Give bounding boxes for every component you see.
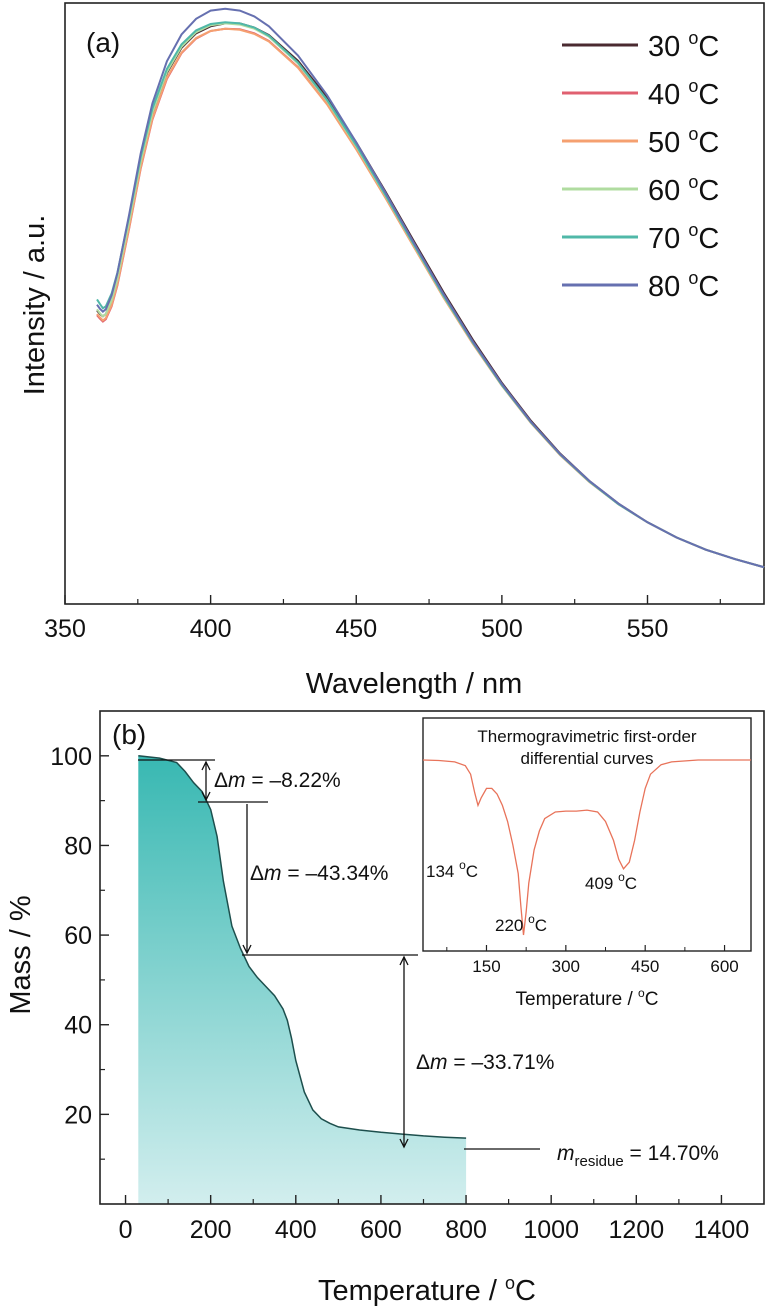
chart-b-x-axis-title: Temperature / oC xyxy=(318,1273,536,1307)
chart-b: 0 200 400 600 800 1000 1200 1400 20 40 60 80 100 (b… xyxy=(5,710,765,1307)
chart-b-arrows xyxy=(201,760,409,1149)
legend-label-3: 50 oC xyxy=(648,124,719,159)
b-x-tick-label-1000: 1000 xyxy=(523,1216,579,1244)
inset-dtg-curve xyxy=(422,759,751,936)
chart-b-x-ticks: 0 200 400 600 800 1000 1200 1400 xyxy=(119,1195,750,1244)
dtg-inset: Thermogravimetric first-order differenti… xyxy=(422,717,752,1010)
chart-b-area xyxy=(138,755,467,1204)
chart-b-panel-label: (b) xyxy=(112,719,146,750)
delta-m-step3-label: Δm = –33.71% xyxy=(416,1051,554,1074)
chart-a-x-axis-title: Wavelength / nm xyxy=(306,668,523,700)
inset-x-tick-label-150: 150 xyxy=(472,957,500,976)
delta-m-step1-label: Δm = –8.22% xyxy=(214,769,341,792)
arrow-step3-head xyxy=(399,1138,409,1149)
inset-peak-label-2: 220 oC xyxy=(495,912,547,935)
chart-b-step-guides xyxy=(138,759,540,1150)
b-y-tick-label-40: 40 xyxy=(64,1012,92,1040)
b-x-tick-label-1200: 1200 xyxy=(608,1216,664,1244)
chart-b-y-axis-title: Mass / % xyxy=(5,895,37,1014)
x-tick-label-450: 450 xyxy=(335,615,377,643)
arrow-step1-head xyxy=(201,791,211,802)
b-x-tick-label-200: 200 xyxy=(190,1216,232,1244)
delta-m-step2-label: Δm = –43.34% xyxy=(250,862,388,885)
inset-title-line-1: Thermogravimetric first-order xyxy=(477,727,696,746)
chart-b-line xyxy=(138,755,467,1139)
b-x-tick-label-400: 400 xyxy=(275,1216,317,1244)
chart-a-x-ticks: 350 400 450 500 550 xyxy=(44,595,721,643)
b-y-tick-label-100: 100 xyxy=(50,743,92,771)
chart-a-y-axis-title: Intensity / a.u. xyxy=(19,215,51,396)
x-tick-label-350: 350 xyxy=(44,615,86,643)
b-y-tick-label-20: 20 xyxy=(64,1101,92,1129)
inset-x-tick-label-450: 450 xyxy=(631,957,659,976)
arrow-step2-head xyxy=(242,944,252,955)
b-y-tick-label-80: 80 xyxy=(64,832,92,860)
x-tick-label-500: 500 xyxy=(481,615,523,643)
series-line-6 xyxy=(96,7,765,569)
inset-peak-labels: 134 oC 220 oC 409 oC xyxy=(426,858,637,935)
inset-peak-label-1: 134 oC xyxy=(426,858,478,881)
chart-b-y-ticks: 20 40 60 80 100 xyxy=(50,743,109,1160)
inset-x-tick-label-600: 600 xyxy=(710,957,738,976)
chart-b-frame xyxy=(99,710,765,1205)
b-x-tick-label-0: 0 xyxy=(119,1216,133,1244)
inset-x-tick-label-300: 300 xyxy=(552,957,580,976)
b-x-tick-label-600: 600 xyxy=(360,1216,402,1244)
legend-label-5: 70 oC xyxy=(648,220,719,255)
chart-a-series-group xyxy=(96,7,765,569)
legend-label-1: 30 oC xyxy=(648,28,719,63)
chart-a: 350 400 450 500 550 30 oC 40 oC 50 oC 60 oC 70 o… xyxy=(19,2,765,700)
chart-a-legend: 30 oC 40 oC 50 oC 60 oC 70 oC 80 oC xyxy=(562,28,719,303)
x-tick-label-550: 550 xyxy=(627,615,669,643)
chart-a-frame xyxy=(64,2,765,605)
inset-x-ticks: 150 300 450 600 xyxy=(446,945,739,976)
inset-title-line-2: differential curves xyxy=(521,749,654,768)
legend-label-4: 60 oC xyxy=(648,172,719,207)
b-x-tick-label-1400: 1400 xyxy=(694,1216,750,1244)
arrow-step3-head xyxy=(399,955,409,966)
inset-peak-label-3: 409 oC xyxy=(585,870,637,893)
b-y-tick-label-60: 60 xyxy=(64,922,92,950)
inset-x-axis-title: Temperature / oC xyxy=(516,986,659,1010)
legend-label-6: 80 oC xyxy=(648,268,719,303)
chart-a-panel-label: (a) xyxy=(86,27,120,58)
x-tick-label-400: 400 xyxy=(190,615,232,643)
legend-label-2: 40 oC xyxy=(648,76,719,111)
inset-frame xyxy=(422,717,752,952)
residue-label: mresidue = 14.70% xyxy=(557,1142,719,1170)
arrow-step1-head xyxy=(201,760,211,771)
b-x-tick-label-800: 800 xyxy=(445,1216,487,1244)
